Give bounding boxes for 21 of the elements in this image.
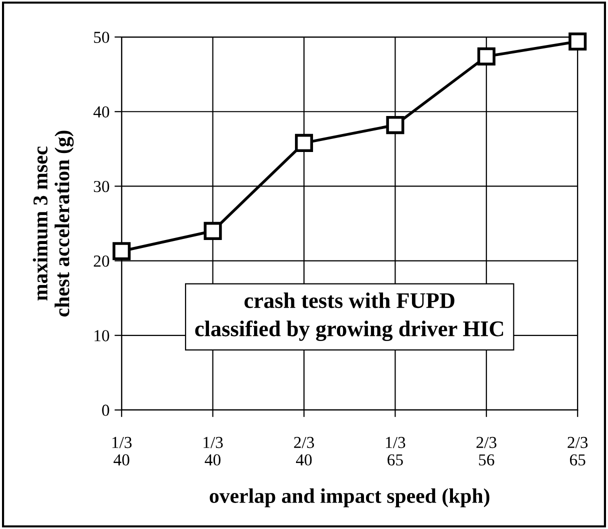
point	[294, 134, 314, 152]
x-axis-title: overlap and impact speed (kph)	[210, 488, 490, 508]
y-tick-label: 20	[94, 255, 110, 267]
x-tick-label: 2/3 40	[294, 436, 314, 466]
y-tick-label: 0	[102, 404, 110, 416]
point	[477, 47, 496, 66]
x-tick-label: 2/3 56	[476, 436, 496, 466]
x-tick-label: 1/3 40	[204, 436, 223, 466]
y-tick-label: 50	[94, 32, 110, 43]
x-tick-label: 2/3 65	[568, 436, 588, 466]
y-axis-title: maximum 3 msec chest acceleration (g)	[32, 130, 74, 316]
x-tick-label: 1/3 40	[112, 436, 132, 466]
y-tick-label: 30	[94, 180, 110, 192]
y-tick-label: 10	[94, 330, 110, 342]
point	[204, 222, 222, 240]
y-tick-label: 40	[93, 106, 110, 118]
point	[112, 242, 131, 260]
x-tick-label: 1/3 65	[386, 436, 406, 466]
point	[386, 116, 404, 134]
annotation: crash tests with FUPD classified by growing driver HIC	[195, 292, 504, 342]
point	[568, 32, 587, 51]
